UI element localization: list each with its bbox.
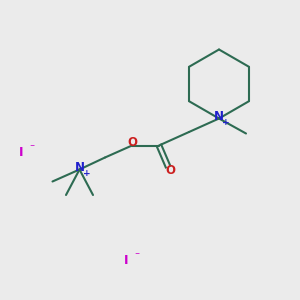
Text: N: N bbox=[214, 110, 224, 123]
Text: +: + bbox=[222, 118, 230, 127]
Text: I: I bbox=[124, 254, 128, 268]
Text: O: O bbox=[127, 136, 137, 149]
Text: ⁻: ⁻ bbox=[134, 251, 139, 262]
Text: N: N bbox=[74, 161, 85, 174]
Text: I: I bbox=[19, 146, 23, 160]
Text: +: + bbox=[83, 169, 91, 178]
Text: ⁻: ⁻ bbox=[29, 143, 34, 154]
Text: O: O bbox=[165, 164, 176, 177]
